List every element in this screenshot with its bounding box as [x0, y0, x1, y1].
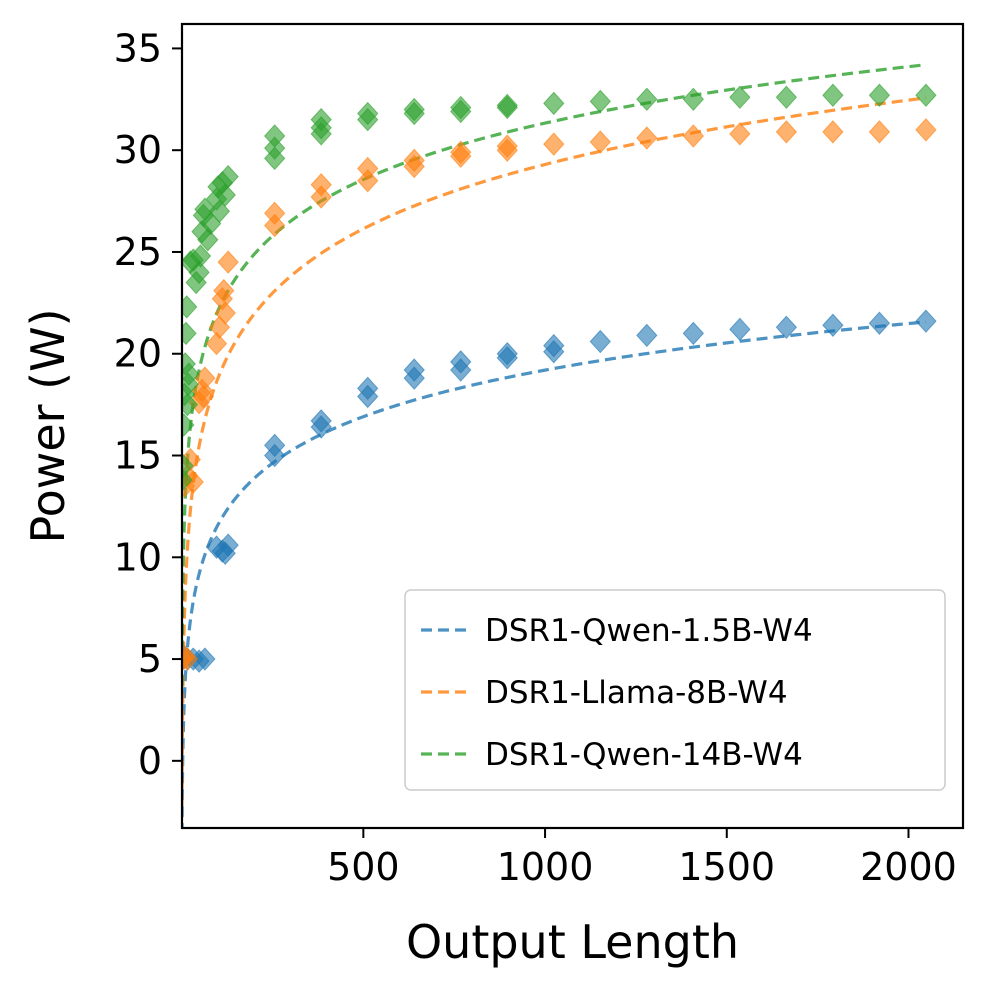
data-point — [263, 146, 286, 171]
data-point — [450, 144, 472, 169]
data-point — [868, 83, 891, 107]
data-point — [636, 323, 658, 348]
data-point — [310, 185, 332, 209]
y-tick-label: 20 — [114, 332, 162, 376]
y-tick-label: 10 — [114, 535, 162, 579]
data-point — [915, 309, 937, 333]
y-tick-label: 15 — [114, 434, 162, 478]
data-point — [915, 118, 937, 142]
legend-box — [404, 589, 946, 791]
data-point — [182, 647, 199, 671]
data-point — [729, 85, 751, 110]
data-point — [496, 95, 518, 120]
data-point — [729, 122, 751, 146]
data-point — [450, 358, 472, 382]
data-point — [496, 138, 518, 162]
data-point — [543, 339, 565, 364]
data-point — [263, 443, 286, 468]
data-point — [822, 120, 844, 144]
data-point — [357, 107, 379, 132]
y-tick-label: 25 — [114, 230, 162, 274]
data-point — [357, 168, 379, 193]
data-point — [214, 183, 236, 207]
data-point — [822, 83, 844, 107]
legend-label: DSR1-Qwen-14B-W4 — [485, 737, 803, 773]
data-point — [217, 250, 239, 274]
data-point — [775, 315, 798, 340]
data-point — [213, 278, 235, 303]
data-point — [310, 415, 332, 439]
data-point — [208, 199, 231, 224]
data-point — [403, 101, 425, 126]
data-point — [182, 321, 197, 346]
data-point — [589, 329, 611, 354]
data-point — [543, 91, 565, 116]
data-point — [729, 317, 751, 342]
data-point — [182, 295, 198, 319]
data-point — [205, 331, 228, 356]
y-tick-label: 0 — [138, 739, 162, 783]
data-point — [403, 366, 425, 390]
y-tick-label: 30 — [114, 128, 162, 172]
axis-ticks: 500 1000 1500 2000 0 5 10 15 20 25 30 35 — [114, 26, 957, 889]
data-point — [496, 346, 518, 370]
x-tick-label: 500 — [327, 845, 400, 889]
data-point — [450, 99, 472, 124]
data-point — [192, 384, 215, 409]
y-tick-label: 35 — [114, 26, 162, 70]
data-point — [217, 164, 239, 189]
legend-label: DSR1-Qwen-1.5B-W4 — [485, 613, 813, 649]
data-point — [182, 392, 199, 417]
data-point — [194, 647, 216, 671]
x-tick-label: 1500 — [678, 845, 775, 889]
data-point — [915, 83, 937, 107]
legend-label: DSR1-Llama-8B-W4 — [485, 675, 788, 711]
plot-frame — [180, 22, 965, 830]
data-point — [682, 124, 705, 148]
data-point — [868, 311, 891, 335]
data-point — [197, 228, 219, 252]
legend: DSR1-Qwen-1.5B-W4 DSR1-Llama-8B-W4 DSR1-Qw… — [404, 589, 946, 791]
data-point — [357, 384, 379, 409]
data-point — [589, 130, 611, 154]
data-point — [682, 87, 705, 112]
y-axis-label: Power (W) — [21, 308, 75, 543]
data-point — [822, 313, 844, 337]
data-point — [589, 89, 611, 114]
data-point — [636, 87, 658, 112]
data-point — [263, 213, 286, 238]
data-point — [775, 120, 798, 144]
x-tick-label: 1000 — [497, 845, 594, 889]
data-point — [868, 120, 891, 144]
data-point — [189, 244, 212, 268]
y-tick-label: 5 — [138, 637, 162, 681]
data-point — [182, 413, 195, 437]
data-point — [636, 126, 658, 150]
x-tick-label: 2000 — [860, 845, 957, 889]
data-point — [775, 85, 798, 110]
data-point — [214, 541, 236, 565]
data-point — [543, 132, 565, 156]
x-axis-label: Output Length — [406, 915, 739, 969]
data-point — [682, 321, 705, 346]
data-points — [182, 83, 937, 673]
data-point — [214, 301, 236, 325]
data-point — [310, 122, 332, 146]
data-point — [188, 260, 210, 285]
data-point — [403, 154, 425, 179]
